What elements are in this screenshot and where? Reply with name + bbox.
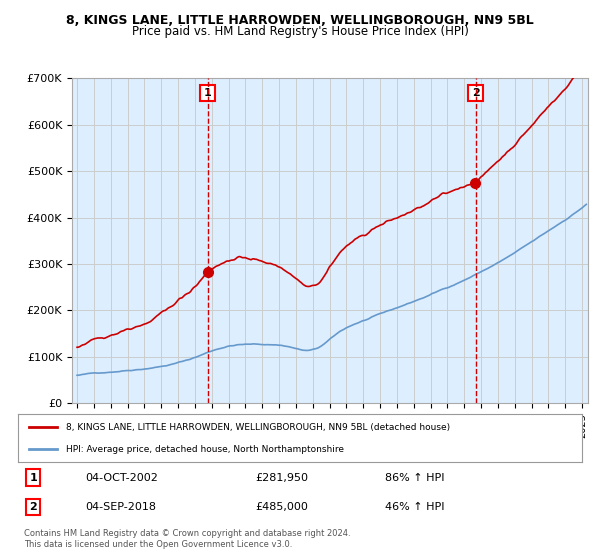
- Text: 8, KINGS LANE, LITTLE HARROWDEN, WELLINGBOROUGH, NN9 5BL (detached house): 8, KINGS LANE, LITTLE HARROWDEN, WELLING…: [66, 423, 450, 432]
- Text: 2: 2: [29, 502, 37, 512]
- Text: 2: 2: [472, 88, 479, 98]
- Text: 1: 1: [203, 88, 211, 98]
- Text: Price paid vs. HM Land Registry's House Price Index (HPI): Price paid vs. HM Land Registry's House …: [131, 25, 469, 38]
- Text: £485,000: £485,000: [255, 502, 308, 512]
- Text: 1: 1: [29, 473, 37, 483]
- Text: 86% ↑ HPI: 86% ↑ HPI: [385, 473, 444, 483]
- Text: HPI: Average price, detached house, North Northamptonshire: HPI: Average price, detached house, Nort…: [66, 445, 344, 454]
- Text: 04-SEP-2018: 04-SEP-2018: [86, 502, 157, 512]
- Text: Contains HM Land Registry data © Crown copyright and database right 2024.
This d: Contains HM Land Registry data © Crown c…: [24, 529, 350, 549]
- Text: 04-OCT-2002: 04-OCT-2002: [86, 473, 158, 483]
- Text: 46% ↑ HPI: 46% ↑ HPI: [385, 502, 444, 512]
- Text: 8, KINGS LANE, LITTLE HARROWDEN, WELLINGBOROUGH, NN9 5BL: 8, KINGS LANE, LITTLE HARROWDEN, WELLING…: [66, 14, 534, 27]
- Text: £281,950: £281,950: [255, 473, 308, 483]
